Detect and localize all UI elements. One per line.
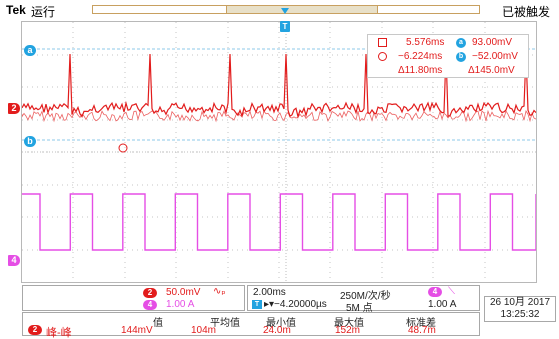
brand-logo: Tek	[6, 3, 26, 17]
cursor-b-icon: b	[456, 52, 466, 62]
cursor-row3-time: Δ11.80ms	[398, 65, 443, 76]
trigger-source-badge: 4	[428, 287, 442, 297]
meas-header-stddev: 标准差	[406, 318, 436, 329]
meas-source-badge: 2	[28, 325, 42, 335]
date-text: 26 10月 2017	[489, 297, 551, 308]
ch4-badge: 4	[143, 300, 157, 310]
time-text: 13:25:32	[500, 309, 540, 320]
meas-mean: 104m	[191, 325, 217, 336]
waveform-canvas	[22, 22, 536, 282]
datetime-panel: 26 10月 2017 13:25:32	[484, 296, 556, 322]
cursor-readout: a b 5.576ms 93.00mV −6.224ms −52.00mV Δ1…	[367, 34, 529, 78]
horizontal-delay: ▸▾−4.20000µs	[264, 299, 327, 310]
cursor-row1-value: 93.00mV	[472, 37, 513, 48]
record-length: 5M 点	[346, 303, 373, 314]
ch2-ground-marker[interactable]: 2	[8, 103, 20, 114]
status-bar: Tek 运行 已被触发	[0, 0, 559, 20]
cursor-b-marker[interactable]: b	[24, 136, 36, 147]
delay-icon: T	[252, 300, 262, 309]
record-view-window[interactable]	[226, 6, 378, 13]
circle-cursor-icon	[378, 52, 387, 61]
sample-rate: 250M/次/秒	[340, 291, 391, 302]
meas-name: 峰-峰	[46, 327, 72, 339]
ch2-scale: 50.0mV	[166, 287, 201, 298]
ch2-badge: 2	[143, 288, 157, 298]
cursor-row2-time: −6.224ms	[398, 51, 443, 62]
meas-header-max: 最大值	[334, 318, 364, 329]
ch4-waveform	[22, 193, 536, 251]
measurement-panel[interactable]: 值 平均值 最小值 最大值 标准差 2 峰-峰 144mV 104m 24.0m…	[22, 312, 480, 339]
trigger-level: 1.00 A	[428, 299, 457, 310]
meas-stddev: 48.7m	[408, 325, 436, 336]
timebase-panel[interactable]: 2.00ms 250M/次/秒 4 ⟍ T ▸▾−4.20000µs 5M 点 …	[247, 285, 480, 314]
cursor-row2-value: −52.00mV	[472, 51, 518, 62]
ch2-settings-row[interactable]: 2 50.0mV ∿ₚ	[23, 286, 244, 299]
square-cursor-icon	[378, 38, 387, 47]
acquisition-state[interactable]: 运行	[31, 5, 56, 19]
cursor-intersect-icon	[118, 143, 128, 153]
ch2-waveform-noise	[22, 109, 536, 123]
meas-min: 24.0m	[263, 325, 291, 336]
waveform-display[interactable]	[21, 21, 537, 283]
channel-settings-panel[interactable]: 2 50.0mV ∿ₚ 4 1.00 A	[22, 285, 245, 311]
cursor-a-marker[interactable]: a	[24, 45, 36, 56]
bandwidth-limit-icon: ∿ₚ	[213, 286, 226, 297]
trigger-slope-icon: ⟍	[448, 286, 455, 297]
meas-header-value: 值	[153, 318, 163, 329]
ch4-ground-marker[interactable]: 4	[8, 255, 20, 266]
trigger-marker[interactable]: T	[280, 21, 290, 32]
cursor-row1-time: 5.576ms	[406, 37, 445, 48]
meas-header-mean: 平均值	[210, 318, 240, 329]
meas-header-min: 最小值	[266, 318, 296, 329]
trigger-position-icon	[281, 8, 289, 14]
cursor-a-icon: a	[456, 38, 466, 48]
cursor-row3-value: Δ145.0mV	[468, 65, 515, 76]
meas-value: 144mV	[121, 325, 153, 336]
meas-max: 152m	[335, 325, 361, 336]
trigger-status: 已被触发	[502, 5, 551, 19]
ch4-scale: 1.00 A	[166, 299, 195, 310]
ch4-settings-row[interactable]: 4 1.00 A	[23, 299, 244, 311]
horizontal-scale: 2.00ms	[253, 287, 286, 298]
